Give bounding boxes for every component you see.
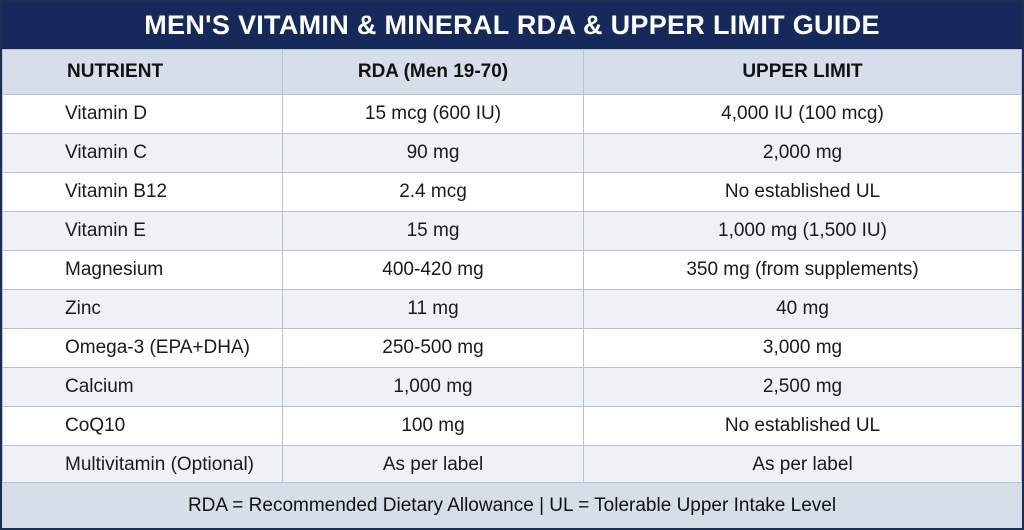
- nutrient-cell: Omega-3 (EPA+DHA): [2, 328, 283, 368]
- upper-limit-cell: 1,000 mg (1,500 IU): [583, 211, 1022, 251]
- rda-cell: 11 mg: [282, 289, 584, 329]
- title-bar: MEN'S VITAMIN & MINERAL RDA & UPPER LIMI…: [2, 2, 1022, 49]
- rda-cell: 100 mg: [282, 406, 584, 446]
- table-row: Zinc 11 mg 40 mg: [2, 289, 1022, 329]
- table-header-row: NUTRIENT RDA (Men 19-70) UPPER LIMIT: [2, 49, 1022, 95]
- rda-cell: 1,000 mg: [282, 367, 584, 407]
- nutrient-cell: Vitamin B12: [2, 172, 283, 212]
- nutrient-cell: Magnesium: [2, 250, 283, 290]
- upper-limit-cell: 350 mg (from supplements): [583, 250, 1022, 290]
- nutrient-cell: Vitamin E: [2, 211, 283, 251]
- nutrient-cell: Vitamin C: [2, 133, 283, 173]
- rda-cell: As per label: [282, 445, 584, 485]
- nutrient-cell: CoQ10: [2, 406, 283, 446]
- footer-legend: RDA = Recommended Dietary Allowance | UL…: [2, 482, 1022, 528]
- table-row: Omega-3 (EPA+DHA) 250-500 mg 3,000 mg: [2, 328, 1022, 368]
- column-header-rda: RDA (Men 19-70): [282, 49, 584, 95]
- rda-cell: 400-420 mg: [282, 250, 584, 290]
- table-row: Vitamin B12 2.4 mcg No established UL: [2, 172, 1022, 212]
- table-row: CoQ10 100 mg No established UL: [2, 406, 1022, 446]
- footer-text: RDA = Recommended Dietary Allowance | UL…: [187, 494, 837, 516]
- upper-limit-cell: 2,000 mg: [583, 133, 1022, 173]
- table-row: Calcium 1,000 mg 2,500 mg: [2, 367, 1022, 407]
- nutrient-cell: Multivitamin (Optional): [2, 445, 283, 485]
- table-row: Vitamin C 90 mg 2,000 mg: [2, 133, 1022, 173]
- nutrient-cell: Zinc: [2, 289, 283, 329]
- upper-limit-cell: 3,000 mg: [583, 328, 1022, 368]
- nutrient-cell: Vitamin D: [2, 94, 283, 134]
- rda-cell: 250-500 mg: [282, 328, 584, 368]
- upper-limit-cell: As per label: [583, 445, 1022, 485]
- nutrient-cell: Calcium: [2, 367, 283, 407]
- upper-limit-cell: 4,000 IU (100 mcg): [583, 94, 1022, 134]
- column-header-nutrient: NUTRIENT: [2, 49, 283, 95]
- nutrient-table: NUTRIENT RDA (Men 19-70) UPPER LIMIT Vit…: [2, 49, 1022, 485]
- page-title: MEN'S VITAMIN & MINERAL RDA & UPPER LIMI…: [144, 10, 880, 40]
- table-row: Magnesium 400-420 mg 350 mg (from supple…: [2, 250, 1022, 290]
- table-row: Multivitamin (Optional) As per label As …: [2, 445, 1022, 485]
- rda-cell: 2.4 mcg: [282, 172, 584, 212]
- upper-limit-cell: No established UL: [583, 406, 1022, 446]
- table-row: Vitamin D 15 mcg (600 IU) 4,000 IU (100 …: [2, 94, 1022, 134]
- upper-limit-cell: 40 mg: [583, 289, 1022, 329]
- column-header-upper-limit: UPPER LIMIT: [583, 49, 1022, 95]
- rda-cell: 15 mg: [282, 211, 584, 251]
- upper-limit-cell: No established UL: [583, 172, 1022, 212]
- rda-cell: 15 mcg (600 IU): [282, 94, 584, 134]
- table-row: Vitamin E 15 mg 1,000 mg (1,500 IU): [2, 211, 1022, 251]
- rda-cell: 90 mg: [282, 133, 584, 173]
- upper-limit-cell: 2,500 mg: [583, 367, 1022, 407]
